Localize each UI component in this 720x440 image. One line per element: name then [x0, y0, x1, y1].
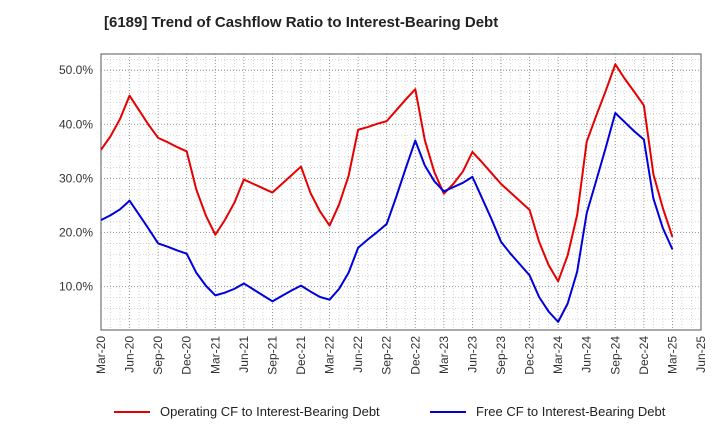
x-tick-label: Mar-23 [437, 336, 451, 374]
x-tick-label: Jun-23 [465, 336, 479, 373]
plot-area [100, 53, 702, 331]
y-tick-label: 40.0% [59, 117, 93, 131]
x-tick-label: Jun-24 [580, 336, 594, 373]
x-tick-label: Jun-21 [237, 336, 251, 373]
x-tick-label: Sep-23 [494, 336, 508, 375]
x-axis-tick-labels: Mar-20 Jun-20 Sep-20 Dec-20 Mar-21 Jun-21 Sep-… [94, 336, 708, 375]
legend-swatch-free-cf [430, 410, 466, 413]
legend-label-operating-cf: Operating CF to Interest-Bearing Debt [160, 404, 380, 419]
y-tick-label: 30.0% [59, 171, 93, 185]
series-line-operating-cf [100, 63, 674, 283]
x-tick-label: Dec-20 [180, 336, 194, 375]
y-tick-label: 10.0% [59, 280, 93, 294]
legend-item-free-cf: Free CF to Interest-Bearing Debt [430, 404, 665, 419]
x-tick-label: Sep-21 [265, 336, 279, 375]
y-tick-label: 20.0% [59, 226, 93, 240]
x-tick-label: Dec-21 [294, 336, 308, 375]
x-tick-label: Mar-21 [208, 336, 222, 374]
legend: Operating CF to Interest-Bearing Debt Fr… [0, 404, 720, 426]
x-tick-label: Sep-20 [151, 336, 165, 375]
x-tick-label: Mar-25 [665, 336, 679, 374]
x-tick-label: Sep-24 [608, 336, 622, 375]
chart-title: [6189] Trend of Cashflow Ratio to Intere… [104, 14, 499, 31]
x-tick-label: Mar-24 [551, 336, 565, 374]
legend-label-free-cf: Free CF to Interest-Bearing Debt [476, 404, 666, 419]
x-tick-label: Dec-23 [523, 336, 537, 375]
x-tick-label: Dec-24 [637, 336, 651, 375]
series-line-free-cf [100, 111, 674, 323]
x-tick-label: Jun-20 [123, 336, 137, 373]
legend-item-operating-cf: Operating CF to Interest-Bearing Debt [114, 404, 380, 419]
x-tick-label: Mar-22 [323, 336, 337, 374]
x-tick-label: Mar-20 [94, 336, 108, 374]
y-tick-label: 50.0% [59, 63, 93, 77]
x-tick-label: Jun-22 [351, 336, 365, 373]
legend-swatch-operating-cf [114, 410, 150, 413]
y-axis-tick-labels: 10.0% 20.0% 30.0% 40.0% 50.0% [59, 63, 93, 293]
series-layer [100, 63, 674, 323]
x-tick-label: Jun-25 [694, 336, 708, 373]
x-tick-label: Dec-22 [408, 336, 422, 375]
x-tick-label: Sep-22 [380, 336, 394, 375]
